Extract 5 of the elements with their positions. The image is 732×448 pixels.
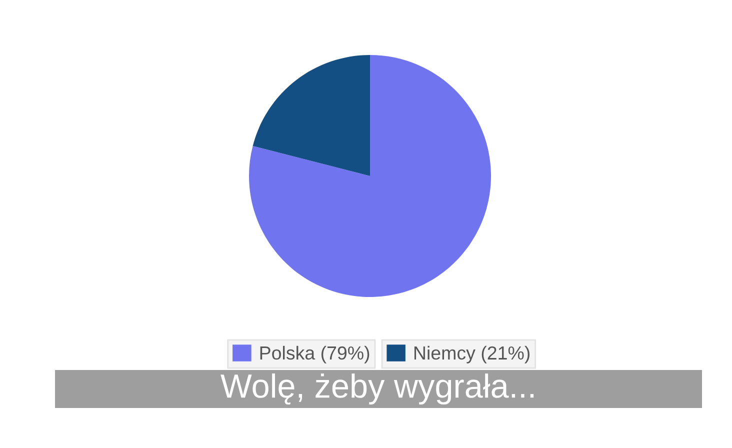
legend-label: Polska (79%) xyxy=(260,346,370,364)
text: Wolę, żeby wygrała... xyxy=(220,373,534,405)
pie-slice xyxy=(249,55,491,297)
pie-slice xyxy=(252,55,370,176)
legend-label: Niemcy (21%) xyxy=(414,346,530,364)
